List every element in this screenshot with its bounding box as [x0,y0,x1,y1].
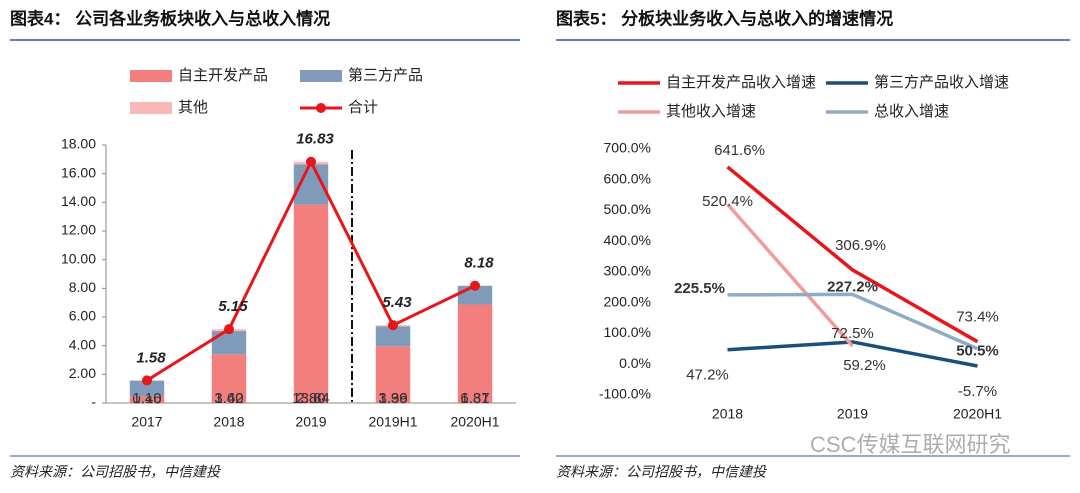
legend-swatch [130,102,172,114]
point [224,324,234,335]
line [727,340,978,368]
legend-marker [316,103,326,113]
bar-segment [129,396,165,403]
y-tick-label: 600.0% [604,170,651,186]
y-tick-label: 200.0% [604,293,651,309]
total-label: 16.83 [296,131,334,148]
data-label: 3.40 [214,390,243,407]
data-label: 73.4% [956,309,999,326]
source: 资料来源：公司招股书，中信建投 [556,464,768,480]
point [306,156,316,167]
y-tick-label: 500.0% [604,201,651,217]
chart-title: 图表5： 分板块业务收入与总收入的增速情况 [556,8,893,28]
bar-segment [211,354,247,403]
line [726,203,854,348]
data-label: 306.9% [835,237,886,254]
y-tick-label: 14.00 [61,193,96,209]
data-label: 6.87 [460,390,489,407]
bar-segment [457,304,493,403]
bar-segment [129,380,165,397]
y-tick-label: -100.0% [599,386,651,402]
legend-label: 合计 [348,99,378,116]
bar-segment [293,204,329,403]
watermark: CSC传媒互联网研究 [810,432,1010,457]
y-tick-label: 4.00 [69,336,96,352]
chart-title: 图表4： 公司各业务板块收入与总收入情况 [10,8,330,28]
data-label: 520.4% [702,193,753,210]
data-label: 3.96 [378,390,407,407]
legend-label: 其他收入增速 [666,103,756,120]
total-label: 8.18 [464,255,494,272]
data-label: 2.80 [296,390,325,407]
data-label: 13.84 [292,390,330,407]
y-tick-label: - [91,394,96,410]
data-label: 1.31 [460,390,489,407]
y-tick-label: 100.0% [604,324,651,340]
y-tick-label: 16.00 [61,164,96,180]
legend-label: 总收入增速 [874,103,949,120]
y-tick-label: 8.00 [69,279,96,295]
legend-label: 其他 [178,99,208,116]
y-tick-label: 400.0% [604,232,651,248]
data-label: 227.2% [827,278,878,295]
x-tick-label: 2020H1 [450,414,499,430]
data-label: 1.62 [214,390,243,407]
line [727,292,979,351]
legend-swatch [130,70,172,82]
data-label: -5.7% [958,383,997,400]
legend-swatch [300,70,342,82]
legend-label: 自主开发产品收入增速 [666,74,816,91]
total-label: 1.58 [136,349,166,366]
y-tick-label: 0.0% [619,355,651,371]
line [726,165,979,344]
data-label: 225.5% [674,280,725,297]
y-tick-label: 300.0% [604,263,651,279]
data-label: 59.2% [843,357,886,374]
x-tick-label: 2019 [295,414,326,430]
y-tick-label: 2.00 [69,365,96,381]
data-label: 50.5% [956,343,999,360]
y-tick-label: 12.00 [61,222,96,238]
x-tick-label: 2017 [131,414,162,430]
source: 资料来源：公司招股书，中信建投 [10,464,222,480]
data-label: 641.6% [714,142,765,159]
data-label: 72.5% [831,325,874,342]
y-tick-label: 6.00 [69,308,96,324]
y-tick-label: 18.00 [61,136,96,152]
bar-segment [375,326,411,347]
legend-label: 第三方产品 [348,66,423,84]
data-label: 1.10 [132,390,161,407]
point [388,320,398,331]
data-label: 1.39 [378,390,407,407]
legend-label: 自主开发产品 [178,67,268,84]
x-tick-label: 2018 [213,414,244,430]
x-tick-label: 2019H1 [368,414,417,430]
bar-segment [375,346,411,403]
x-tick-label: 2019 [837,406,868,422]
point [142,375,152,386]
point [470,280,480,291]
data-label: 47.2% [686,367,729,384]
total-label: 5.15 [218,298,248,315]
y-tick-label: 700.0% [604,140,651,156]
x-tick-label: 2018 [712,406,743,422]
legend-label: 第三方产品收入增速 [874,73,1009,91]
y-tick-label: 10.00 [61,250,96,266]
bar-segment [211,331,247,355]
total-label: 5.43 [382,294,412,311]
x-tick-label: 2020H1 [953,406,1002,422]
